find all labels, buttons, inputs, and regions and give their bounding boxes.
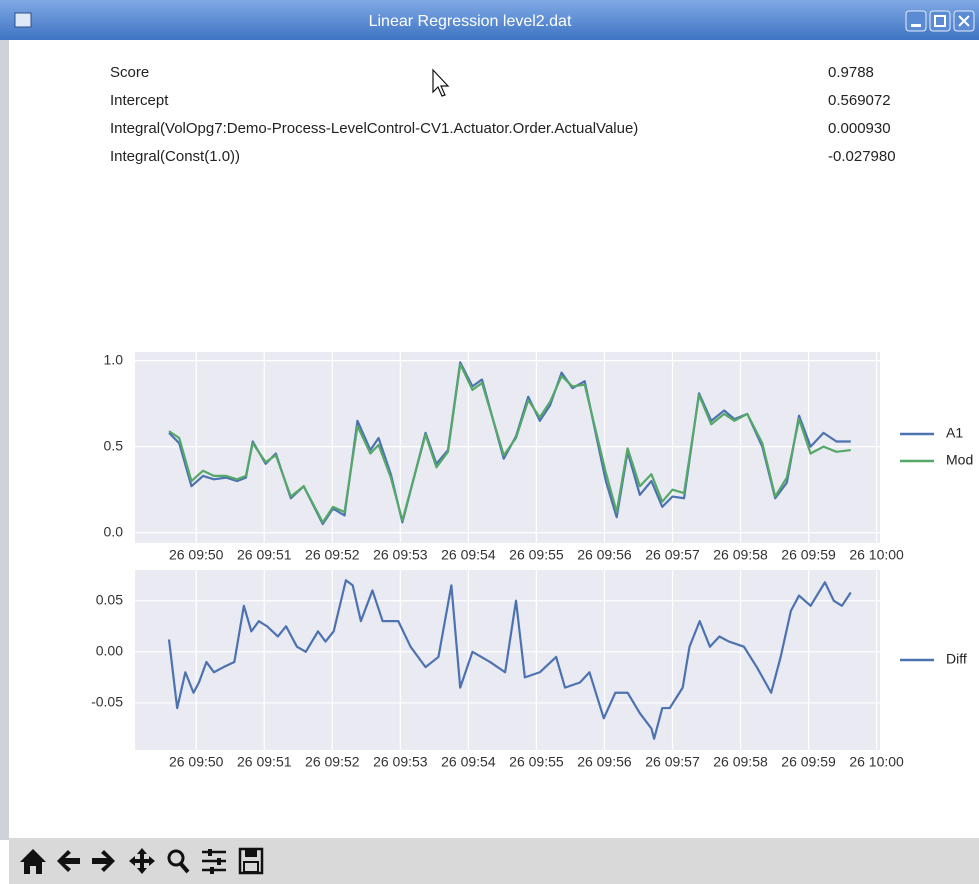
legend-label: A1 — [946, 425, 963, 441]
x-tick-label: 26 09:51 — [237, 754, 292, 770]
y-tick-label: 0.5 — [104, 437, 124, 453]
x-tick-label: 26 09:50 — [169, 547, 224, 563]
y-tick-label: -0.05 — [91, 694, 123, 710]
save-button[interactable] — [238, 847, 264, 875]
stat-value: -0.027980 — [828, 148, 896, 165]
data-line — [168, 362, 851, 524]
x-tick-label: 26 09:59 — [781, 547, 836, 563]
window-title: Linear Regression level2.dat — [369, 13, 572, 30]
x-tick-label: 26 09:56 — [577, 547, 632, 563]
back-button[interactable] — [57, 850, 80, 872]
x-tick-label: 26 09:52 — [305, 547, 360, 563]
stat-label: Integral(Const(1.0)) — [110, 148, 240, 165]
mouse-cursor — [432, 68, 450, 97]
x-tick-label: 26 09:53 — [373, 754, 428, 770]
legend-label: Diff — [946, 651, 967, 667]
minimize-button[interactable] — [905, 10, 927, 32]
window-menu-icon[interactable] — [14, 12, 32, 28]
data-line — [167, 579, 852, 740]
x-tick-label: 26 09:52 — [305, 754, 360, 770]
x-tick-label: 26 09:53 — [373, 547, 428, 563]
y-tick-label: 0.00 — [96, 643, 123, 659]
x-tick-label: 26 10:00 — [849, 547, 904, 563]
x-tick-label: 26 09:50 — [169, 754, 224, 770]
x-tick-label: 26 09:56 — [577, 754, 632, 770]
x-tick-label: 26 09:58 — [713, 547, 768, 563]
stat-value: 0.000930 — [828, 120, 891, 137]
x-tick-label: 26 09:55 — [509, 754, 564, 770]
x-tick-label: 26 09:57 — [645, 754, 700, 770]
x-tick-label: 26 09:51 — [237, 547, 292, 563]
x-tick-label: 26 09:57 — [645, 547, 700, 563]
legend-label: Mod — [946, 452, 973, 468]
plot-area — [135, 352, 880, 543]
stat-value: 0.569072 — [828, 92, 891, 109]
stat-label: Score — [110, 64, 149, 81]
pan-button[interactable] — [129, 848, 155, 874]
zoom-button[interactable] — [167, 849, 190, 874]
x-tick-label: 26 10:00 — [849, 754, 904, 770]
x-tick-label: 26 09:55 — [509, 547, 564, 563]
title-bar — [0, 0, 979, 40]
home-button[interactable] — [20, 849, 46, 874]
y-tick-label: 0.05 — [96, 591, 123, 607]
forward-button[interactable] — [92, 850, 115, 872]
stat-label: Intercept — [110, 92, 169, 109]
close-button[interactable] — [953, 10, 975, 32]
stat-value: 0.9788 — [828, 64, 874, 81]
charts: 0.0 0.5 1.0 26 09:50 26 09:51 26 09:52 26 09:5… — [91, 351, 973, 769]
stat-label: Integral(VolOpg7:Demo-Process-LevelContr… — [110, 120, 638, 137]
x-tick-label: 26 09:59 — [781, 754, 836, 770]
window-border — [0, 40, 9, 840]
x-tick-label: 26 09:58 — [713, 754, 768, 770]
x-tick-label: 26 09:54 — [441, 754, 496, 770]
y-tick-label: 1.0 — [104, 351, 124, 367]
configure-button[interactable] — [202, 849, 226, 874]
x-tick-label: 26 09:54 — [441, 547, 496, 563]
y-tick-label: 0.0 — [104, 523, 124, 539]
maximize-button[interactable] — [929, 10, 951, 32]
